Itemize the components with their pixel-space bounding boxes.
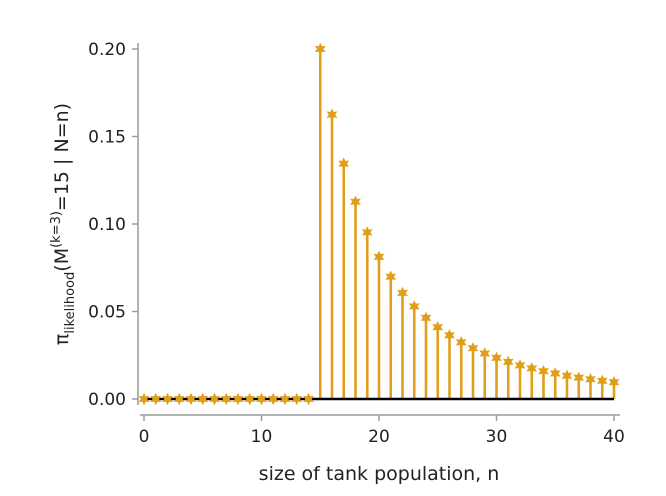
data-point	[397, 286, 408, 300]
data-point	[385, 270, 397, 283]
data-point	[479, 347, 491, 360]
y-tick-label: 0.10	[88, 215, 126, 235]
data-point	[585, 373, 596, 386]
data-point	[561, 369, 573, 382]
markers	[138, 42, 620, 406]
x-tick-label: 20	[368, 427, 390, 447]
data-point	[162, 392, 173, 406]
data-point	[514, 359, 526, 372]
axes: 0 10 20 30 40 0.00 0.05 0.10 0.15 0.20	[88, 40, 625, 447]
x-tick-label: 10	[251, 427, 273, 447]
y-axis-title-rest: =15 | N=n)	[51, 103, 73, 211]
x-tick-label: 0	[139, 427, 150, 447]
y-tick-label: 0.00	[88, 390, 126, 410]
y-tick-label: 0.05	[88, 303, 126, 323]
data-point	[338, 157, 350, 170]
x-tick-label: 40	[603, 427, 625, 447]
data-point	[467, 342, 479, 355]
data-point	[491, 351, 502, 365]
data-point	[444, 329, 455, 342]
data-point	[502, 355, 514, 369]
y-axis-title: πlikelihood(M(k=3)=15 | N=n)	[49, 103, 78, 345]
x-tick-label: 30	[486, 427, 508, 447]
data-point	[549, 367, 561, 380]
x-axis-title: size of tank population, n	[259, 463, 500, 485]
data-point	[220, 392, 232, 406]
data-point	[185, 392, 197, 406]
y-tick-label: 0.15	[88, 128, 126, 148]
y-axis-title-sup: (k=3)	[49, 211, 64, 248]
data-point	[420, 311, 432, 324]
data-point	[267, 392, 279, 406]
data-point	[350, 195, 361, 208]
data-point	[279, 392, 291, 406]
data-point	[291, 392, 303, 406]
data-point	[303, 392, 314, 406]
data-point	[608, 376, 620, 389]
data-point	[197, 392, 209, 406]
data-point	[596, 374, 608, 387]
data-point	[138, 392, 150, 406]
data-point	[538, 364, 549, 378]
data-point	[408, 300, 420, 313]
y-ticks: 0.00 0.05 0.10 0.15 0.20	[88, 40, 138, 410]
y-axis-title-open: (M	[51, 248, 73, 272]
data-point	[573, 371, 585, 384]
data-point	[256, 392, 267, 406]
data-point	[173, 392, 185, 406]
data-point	[209, 392, 220, 406]
data-point	[326, 108, 338, 121]
data-point	[150, 392, 162, 406]
y-axis-title-base: π	[51, 334, 73, 345]
y-tick-label: 0.20	[88, 40, 126, 60]
data-point	[314, 42, 326, 56]
data-point	[432, 321, 444, 334]
data-point	[232, 392, 244, 406]
data-point	[455, 336, 467, 349]
y-axis-title-sub: likelihood	[63, 272, 78, 334]
data-point	[244, 392, 256, 406]
data-point	[361, 226, 373, 239]
data-point	[373, 250, 385, 264]
x-ticks: 0 10 20 30 40	[139, 415, 625, 447]
data-point	[526, 362, 538, 375]
stems	[318, 49, 616, 399]
